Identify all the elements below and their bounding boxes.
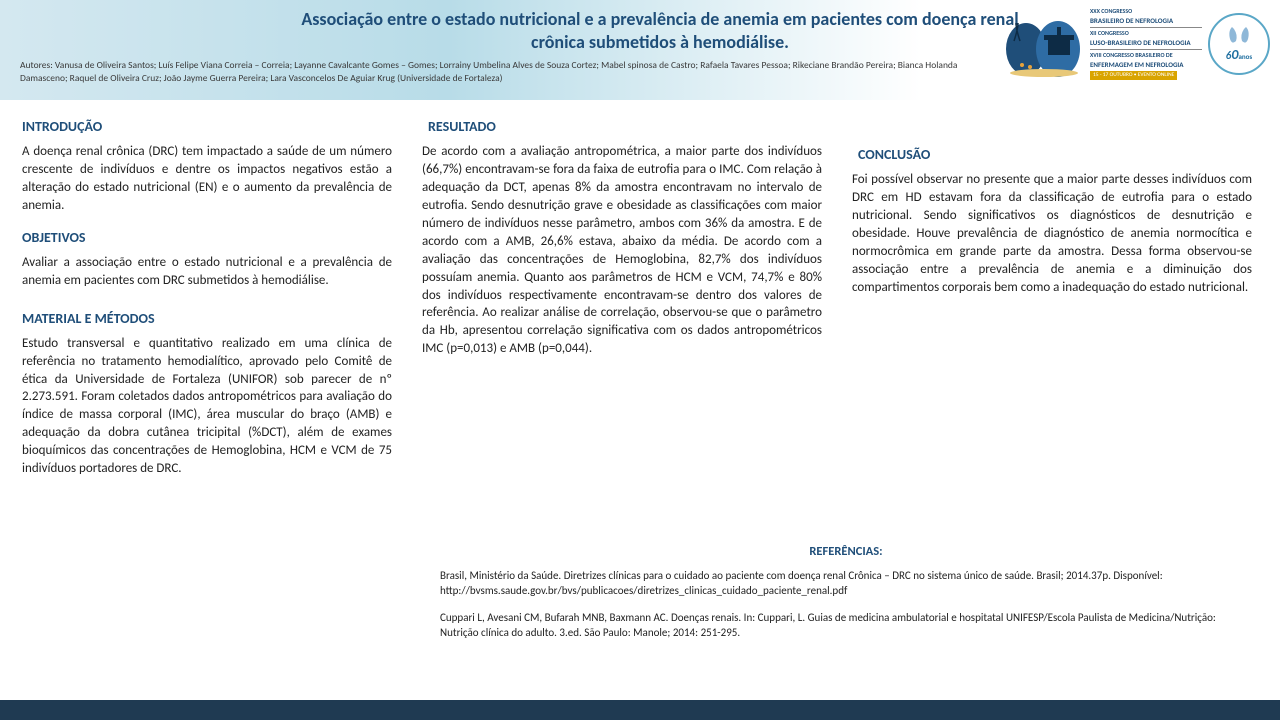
congress-line-c2: ENFERMAGEM EM NEFROLOGIA	[1090, 60, 1202, 69]
congress-line-a2: BRASILEIRO DE NEFROLOGIA	[1090, 16, 1202, 25]
introducao-heading: INTRODUÇÃO	[22, 118, 392, 135]
content-area: INTRODUÇÃO A doença renal crônica (DRC) …	[0, 100, 1280, 492]
column-middle: RESULTADO De acordo com a avaliação antr…	[422, 114, 822, 492]
congress-line-a1: XXX CONGRESSO	[1090, 8, 1202, 16]
resultado-text: De acordo com a avaliação antropométrica…	[422, 143, 822, 358]
column-left: INTRODUÇÃO A doença renal crônica (DRC) …	[22, 114, 392, 492]
congress-text-block: XXX CONGRESSO BRASILEIRO DE NEFROLOGIA X…	[1090, 8, 1202, 80]
references-block: REFERÊNCIAS: Brasil, Ministério da Saúde…	[440, 544, 1252, 652]
conclusao-text: Foi possível observar no presente que a …	[852, 171, 1252, 297]
reference-2: Cuppari L, Avesani CM, Bufarah MNB, Baxm…	[440, 611, 1252, 641]
congress-date: 15 - 17 OUTUBRO • EVENTO ONLINE	[1090, 71, 1177, 80]
poster-title: Associação entre o estado nutricional e …	[240, 8, 1040, 53]
anos-label: anos	[1238, 52, 1252, 61]
references-heading: REFERÊNCIAS:	[440, 544, 1252, 559]
resultado-heading: RESULTADO	[422, 118, 822, 135]
congress-line-b2: LUSO-BRASILEIRO DE NEFROLOGIA	[1090, 38, 1202, 47]
header-banner: Associação entre o estado nutricional e …	[0, 0, 1280, 100]
objetivos-heading: OBJETIVOS	[22, 229, 392, 246]
objetivos-text: Avaliar a associação entre o estado nutr…	[22, 254, 392, 290]
material-heading: MATERIAL E MÉTODOS	[22, 310, 392, 327]
footer-bar	[0, 700, 1280, 720]
logo-group: XXX CONGRESSO BRASILEIRO DE NEFROLOGIA X…	[1004, 8, 1270, 80]
reference-1: Brasil, Ministério da Saúde. Diretrizes …	[440, 569, 1252, 599]
introducao-text: A doença renal crônica (DRC) tem impacta…	[22, 143, 392, 215]
conclusao-heading: CONCLUSÃO	[852, 146, 1252, 163]
congress-line-c1: XVIII CONGRESSO BRASILEIRO DE	[1090, 52, 1202, 60]
column-right: CONCLUSÃO Foi possível observar no prese…	[852, 114, 1252, 492]
congress-line-b1: XII CONGRESSO	[1090, 30, 1202, 38]
authors-line: Autores: Vanusa de Oliveira Santos; Luís…	[20, 59, 960, 85]
congress-logo-icon	[1004, 9, 1084, 79]
society-logo-icon: 60anos	[1208, 13, 1270, 75]
material-text: Estudo transversal e quantitativo realiz…	[22, 335, 392, 479]
